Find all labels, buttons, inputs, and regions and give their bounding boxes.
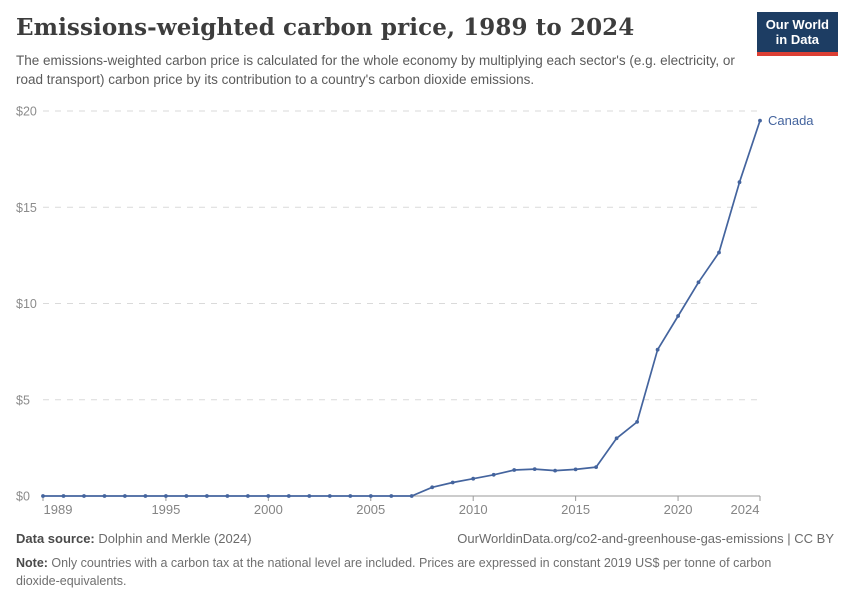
data-point[interactable] xyxy=(102,494,107,498)
data-point[interactable] xyxy=(655,347,660,352)
data-point[interactable] xyxy=(450,480,455,485)
data-point[interactable] xyxy=(389,494,394,498)
data-point[interactable] xyxy=(676,314,680,318)
data-source-value: Dolphin and Merkle (2024) xyxy=(94,531,252,546)
data-point[interactable] xyxy=(430,485,435,490)
data-point[interactable] xyxy=(225,494,230,498)
y-axis-tick-label: $10 xyxy=(16,297,37,311)
data-point[interactable] xyxy=(123,494,127,498)
y-axis-tick-label: $0 xyxy=(16,490,30,504)
data-point[interactable] xyxy=(143,494,148,498)
data-point[interactable] xyxy=(327,494,332,498)
data-point[interactable] xyxy=(758,118,762,123)
data-point[interactable] xyxy=(184,494,189,498)
line-chart[interactable]: $0 $5 $10 $15 $20 1989 1995 2000 2005 2010 2015 202… xyxy=(0,0,850,530)
owid-logo-line1: Our World xyxy=(765,17,829,32)
data-point[interactable] xyxy=(696,280,701,285)
data-point[interactable] xyxy=(266,494,271,498)
x-axis-tick-label: 1995 xyxy=(151,502,180,517)
data-point[interactable] xyxy=(553,468,557,473)
data-source-label: Data source: xyxy=(16,531,95,546)
chart-subtitle: The emissions-weighted carbon price is c… xyxy=(16,53,735,87)
data-point[interactable] xyxy=(164,494,168,498)
data-point[interactable] xyxy=(717,250,721,255)
note-label: Note: xyxy=(16,556,48,570)
series-line-canada[interactable] xyxy=(42,119,761,497)
x-axis-tick-label: 2000 xyxy=(254,502,283,517)
note-value: Only countries with a carbon tax at the … xyxy=(16,556,772,589)
y-axis-tick-label: $20 xyxy=(16,105,37,119)
data-point[interactable] xyxy=(61,494,66,498)
data-point[interactable] xyxy=(573,467,578,472)
data-point[interactable] xyxy=(246,494,250,498)
x-axis-tick-label: 2015 xyxy=(561,502,590,517)
series-label-canada[interactable]: Canada xyxy=(768,113,814,128)
x-axis-tick-label: 2020 xyxy=(664,502,693,517)
x-axis-tick-label: 2010 xyxy=(459,502,488,517)
data-point[interactable] xyxy=(594,465,598,469)
data-point[interactable] xyxy=(614,436,619,441)
data-point[interactable] xyxy=(307,494,312,498)
data-point[interactable] xyxy=(491,472,496,477)
x-axis-tick-label: 2024 xyxy=(731,502,760,517)
data-source: Data source: Dolphin and Merkle (2024) xyxy=(16,531,252,546)
attribution-link[interactable]: OurWorldinData.org/co2-and-greenhouse-ga… xyxy=(457,531,834,546)
data-point[interactable] xyxy=(532,467,537,471)
data-point[interactable] xyxy=(635,420,639,424)
x-axis-tick-label: 2005 xyxy=(356,502,385,517)
data-point[interactable] xyxy=(409,494,414,498)
data-point[interactable] xyxy=(205,494,209,498)
data-point[interactable] xyxy=(512,468,517,472)
chart-footer: Data source: Dolphin and Merkle (2024) O… xyxy=(16,531,834,546)
x-axis-tick-label: 1989 xyxy=(44,502,73,517)
chart-note: Note: Only countries with a carbon tax a… xyxy=(16,554,806,590)
data-point[interactable] xyxy=(471,476,476,481)
y-axis-tick-label: $15 xyxy=(16,201,37,215)
page-title: Emissions-weighted carbon price, 1989 to… xyxy=(16,14,635,41)
data-point[interactable] xyxy=(737,180,742,185)
data-point[interactable] xyxy=(348,494,353,498)
data-point[interactable] xyxy=(82,494,86,498)
data-point[interactable] xyxy=(41,494,45,498)
owid-logo-line2: in Data xyxy=(775,32,820,48)
owid-logo: Our World in Data xyxy=(756,12,838,56)
data-point[interactable] xyxy=(368,494,373,498)
data-point[interactable] xyxy=(286,494,291,498)
y-axis-tick-label: $5 xyxy=(16,393,30,407)
